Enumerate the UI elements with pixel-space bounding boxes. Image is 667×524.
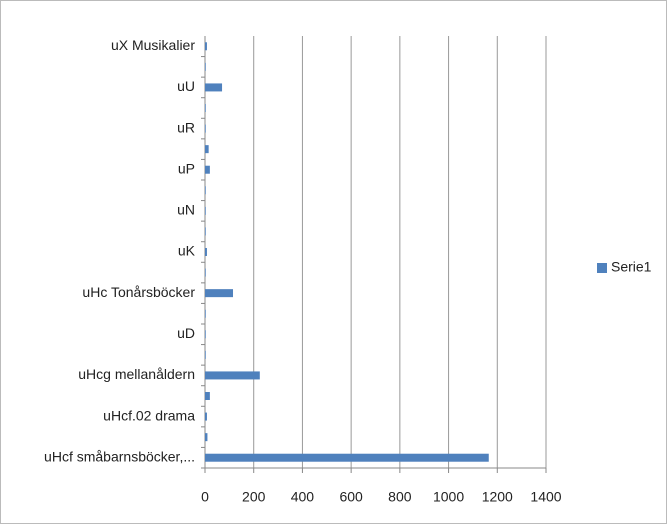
y-tick-label: uHcg mellanåldern <box>78 366 195 382</box>
x-tick-label: 200 <box>242 489 266 505</box>
x-tick-label: 1200 <box>482 489 513 505</box>
y-tick-label: uHcf småbarnsböcker,... <box>44 448 195 464</box>
bar <box>205 42 207 51</box>
y-tick-label: uN <box>177 202 195 218</box>
x-tick-label: 600 <box>339 489 363 505</box>
bar <box>205 350 206 359</box>
bar <box>205 145 209 154</box>
x-tick-label: 1400 <box>530 489 561 505</box>
bar <box>205 62 206 71</box>
x-tick-label: 400 <box>291 489 315 505</box>
x-tick-label: 800 <box>388 489 412 505</box>
legend-label: Serie1 <box>611 259 652 275</box>
y-tick-label: uK <box>178 243 196 259</box>
bar <box>205 248 207 256</box>
x-tick-label: 1000 <box>433 489 464 505</box>
bar <box>205 206 206 215</box>
bar <box>205 165 210 174</box>
bar <box>205 104 206 112</box>
legend-swatch <box>597 263 607 273</box>
bar <box>205 83 223 92</box>
y-tick-label: uD <box>177 325 195 341</box>
y-tick-label: uHcf.02 drama <box>103 407 195 423</box>
bar <box>205 268 206 277</box>
bar <box>205 309 206 318</box>
bar <box>205 289 234 298</box>
bar <box>205 124 206 133</box>
bar <box>205 371 260 380</box>
y-tick-label: uX Musikalier <box>111 37 195 53</box>
y-tick-label: uHc Tonårsböcker <box>82 284 195 300</box>
y-tick-label: uU <box>177 78 195 94</box>
y-tick-label: uP <box>178 160 195 176</box>
bar <box>205 412 207 421</box>
bar <box>205 453 489 462</box>
bar <box>205 186 206 195</box>
y-tick-label: uR <box>177 119 195 135</box>
bar <box>205 330 206 339</box>
bar <box>205 392 210 400</box>
bar <box>205 227 206 236</box>
x-tick-label: 0 <box>201 489 209 505</box>
bar <box>205 433 208 442</box>
